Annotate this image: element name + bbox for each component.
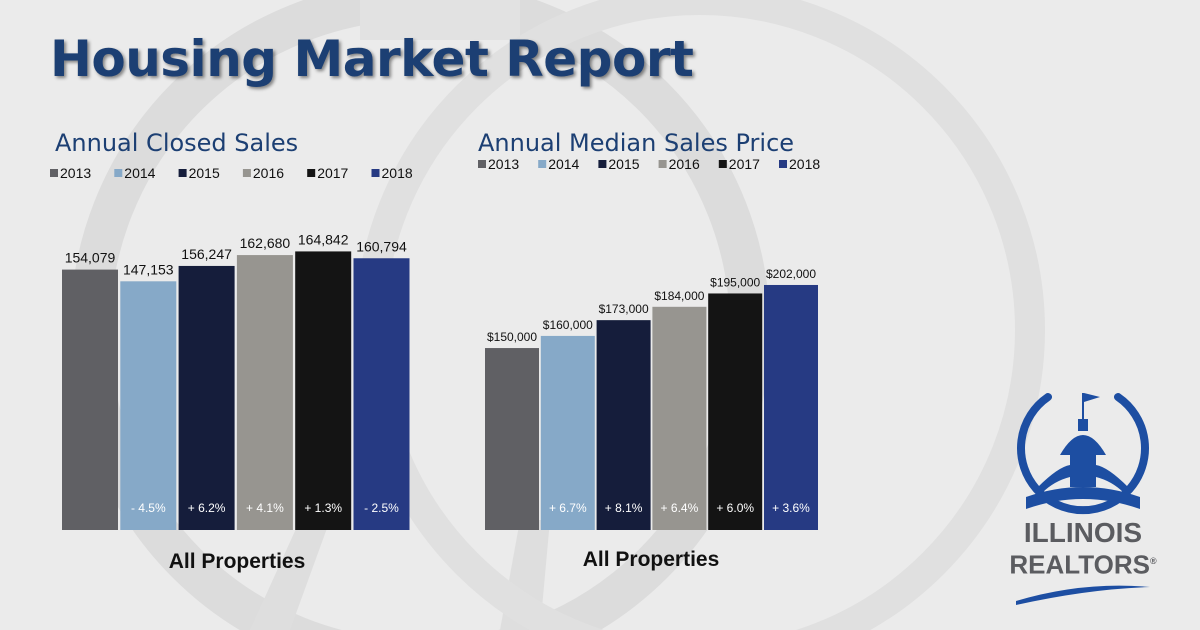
change-label-2016: + 4.1% — [246, 501, 284, 515]
legend-swatch-2017 — [718, 160, 727, 168]
logo-swoosh-icon — [1016, 585, 1150, 605]
change-label-2018: + 3.6% — [772, 501, 810, 515]
value-label-2018: $202,000 — [766, 267, 816, 281]
change-label-2015: + 6.2% — [188, 501, 226, 515]
value-label-2016: $184,000 — [654, 289, 704, 303]
chart-title: Annual Closed Sales — [55, 129, 298, 157]
logo-word-realtors: REALTORS® — [1008, 547, 1158, 579]
legend-label-2017: 2017 — [729, 156, 760, 172]
value-label-2013: $150,000 — [487, 330, 537, 344]
legend-swatch-2014 — [114, 169, 123, 177]
illinois-realtors-logo: ILLINOIS REALTORS® — [1008, 385, 1158, 605]
value-label-2016: 162,680 — [240, 235, 291, 251]
value-label-2014: $160,000 — [543, 318, 593, 332]
value-label-2017: 164,842 — [298, 231, 349, 247]
bar-2014 — [120, 281, 177, 530]
legend-label-2015: 2015 — [189, 165, 220, 181]
legend-swatch-2018 — [779, 160, 787, 168]
page-title: Housing Market Report — [50, 30, 694, 88]
value-label-2015: $173,000 — [599, 302, 649, 316]
bar-2015 — [178, 265, 235, 530]
legend-swatch-2015 — [178, 169, 187, 177]
change-label-2017: + 1.3% — [304, 501, 342, 515]
change-label-2018: - 2.5% — [364, 501, 399, 515]
legend-swatch-2017 — [307, 169, 316, 177]
legend-label-2013: 2013 — [488, 156, 519, 172]
legend-swatch-2018 — [371, 169, 380, 177]
legend-label-2013: 2013 — [60, 165, 91, 181]
change-label-2015: + 8.1% — [605, 501, 643, 515]
legend-swatch-2016 — [242, 169, 251, 177]
legend-label-2014: 2014 — [548, 156, 579, 172]
capitol-dome-icon — [1017, 393, 1149, 515]
bar-2013 — [485, 348, 539, 530]
value-label-2014: 147,153 — [123, 261, 174, 277]
legend-label-2018: 2018 — [789, 156, 820, 172]
chart-title: Annual Median Sales Price — [478, 129, 794, 157]
bar-2013 — [62, 269, 118, 530]
legend-label-2016: 2016 — [669, 156, 700, 172]
logo-word-realtors-text: REALTORS — [1009, 549, 1150, 580]
change-label-2017: + 6.0% — [716, 501, 754, 515]
legend-swatch-2013 — [50, 169, 58, 177]
legend-swatch-2016 — [658, 160, 667, 168]
logo-word-illinois: ILLINOIS — [1023, 517, 1143, 548]
legend-label-2014: 2014 — [124, 165, 155, 181]
legend-swatch-2013 — [478, 160, 486, 168]
value-label-2018: 160,794 — [356, 238, 407, 254]
legend-label-2015: 2015 — [608, 156, 639, 172]
value-label-2017: $195,000 — [710, 275, 760, 289]
bar-2017 — [295, 251, 352, 530]
legend-label-2018: 2018 — [382, 165, 413, 181]
value-label-2013: 154,079 — [65, 250, 116, 266]
legend-label-2016: 2016 — [253, 165, 284, 181]
bar-2015 — [596, 320, 651, 530]
bar-2016 — [236, 255, 293, 530]
bar-2014 — [540, 335, 595, 530]
legend-label-2017: 2017 — [317, 165, 348, 181]
logo-registered-mark: ® — [1149, 556, 1157, 566]
legend-swatch-2014 — [538, 160, 547, 168]
legend-swatch-2015 — [598, 160, 607, 168]
bar-2018 — [764, 284, 818, 530]
change-label-2016: + 6.4% — [661, 501, 699, 515]
bar-2018 — [353, 258, 410, 530]
category-label: All Properties — [169, 550, 306, 573]
bar-2016 — [652, 306, 707, 530]
change-label-2014: - 4.5% — [131, 501, 166, 515]
value-label-2015: 156,247 — [181, 246, 232, 262]
change-label-2014: + 6.7% — [549, 501, 587, 515]
bar-2017 — [708, 293, 763, 530]
category-label: All Properties — [583, 548, 720, 571]
